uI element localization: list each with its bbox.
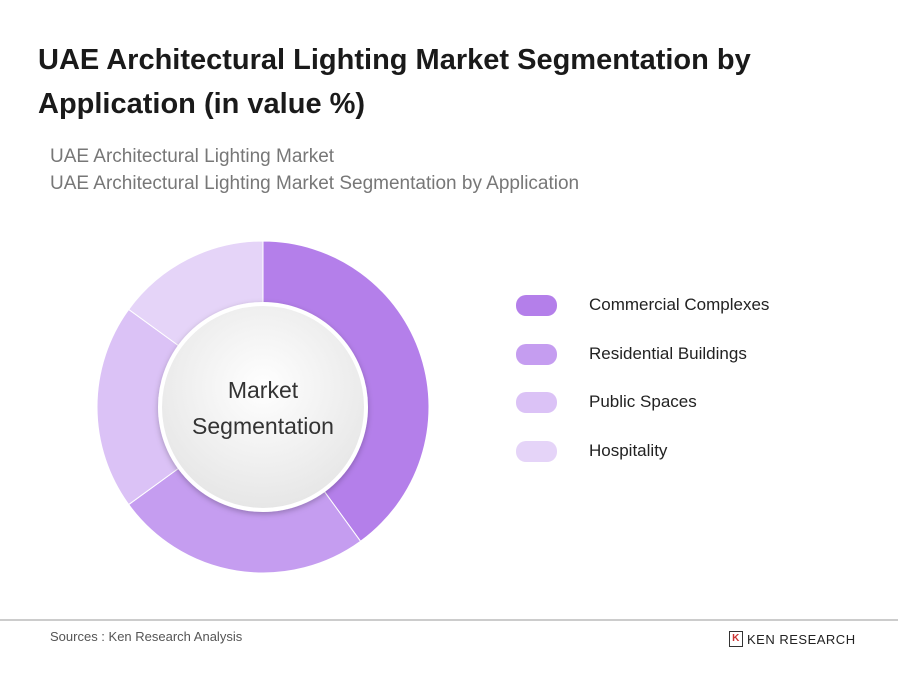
legend-swatch — [516, 294, 557, 316]
legend-label: Residential Buildings — [589, 344, 747, 363]
legend-swatch — [516, 391, 557, 413]
subtitle-1: UAE Architectural Lighting Market — [50, 146, 335, 167]
logo-mark-icon: K — [729, 631, 743, 647]
legend-item-hospitality: Hospitality — [516, 440, 667, 462]
legend-item-commercial: Commercial Complexes — [516, 294, 769, 316]
legend-label: Public Spaces — [589, 392, 697, 411]
donut-center — [158, 302, 368, 512]
source-note: Sources : Ken Research Analysis — [50, 629, 243, 644]
footer-divider — [0, 619, 898, 621]
subtitle-2: UAE Architectural Lighting Market Segmen… — [50, 173, 580, 194]
center-label-line-1: Market — [227, 377, 299, 403]
legend-item-public: Public Spaces — [516, 391, 697, 413]
chart-title: UAE Architectural Lighting Market Segmen… — [38, 44, 751, 120]
center-label-line-2: Segmentation — [192, 413, 334, 439]
logo-text: KEN RESEARCH — [747, 631, 856, 647]
ken-research-logo: K KEN RESEARCH — [729, 631, 856, 647]
legend-swatch — [516, 343, 557, 365]
legend-item-residential: Residential Buildings — [516, 343, 747, 365]
center-label: Market Segmentation — [160, 372, 366, 444]
legend-label: Hospitality — [589, 441, 668, 460]
legend-label: Commercial Complexes — [589, 295, 770, 314]
legend-swatch — [516, 440, 557, 462]
